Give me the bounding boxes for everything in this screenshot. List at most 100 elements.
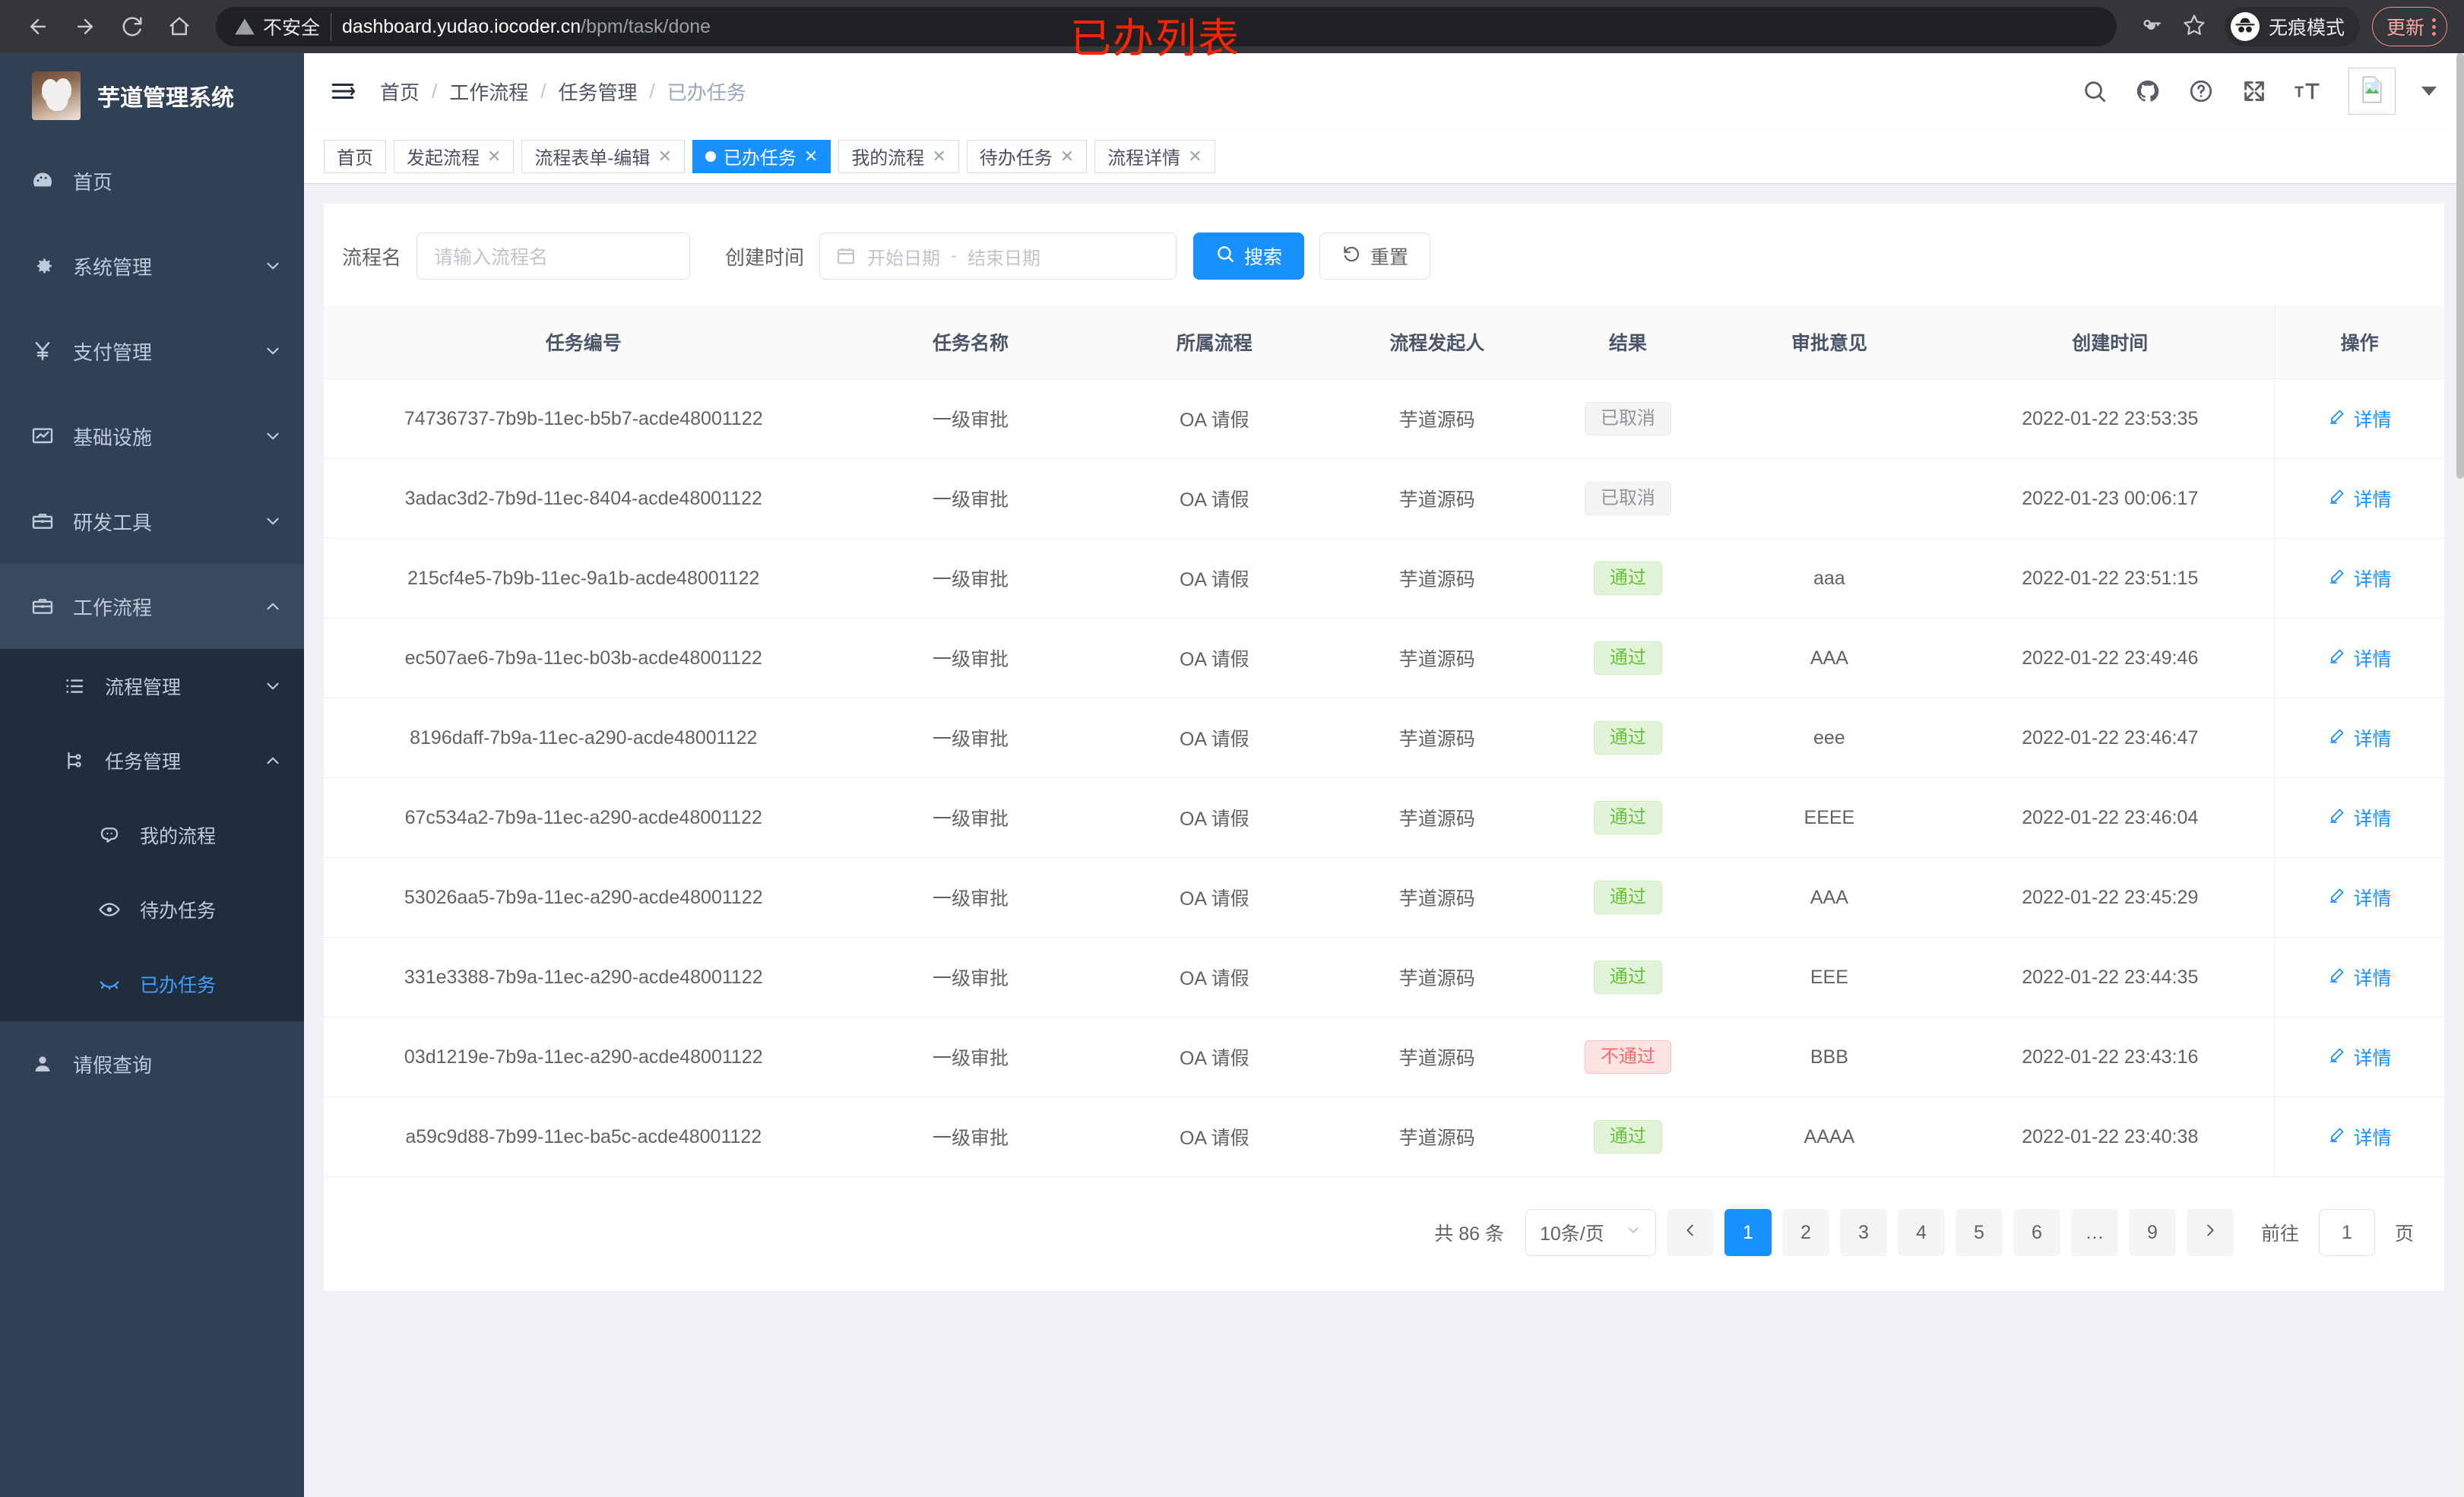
sidebar-item-devtools[interactable]: 研发工具 (0, 479, 304, 564)
detail-link[interactable]: 详情 (2328, 644, 2392, 672)
next-page-button[interactable] (2186, 1209, 2234, 1256)
tab-label: 已办任务 (723, 148, 797, 169)
question-circle-icon[interactable] (2184, 74, 2218, 108)
sidebar-item-home[interactable]: 首页 (0, 138, 304, 223)
tab-process-detail[interactable]: 流程详情 ✕ (1094, 139, 1215, 173)
detail-link[interactable]: 详情 (2328, 804, 2392, 831)
page-number-button[interactable]: 9 (2128, 1209, 2176, 1256)
breadcrumb-item-task-manage[interactable]: 任务管理 (558, 81, 638, 104)
sidebar-item-done-task[interactable]: 已办任务 (0, 947, 304, 1021)
cell-create-time: 2022-01-22 23:46:04 (1946, 777, 2275, 858)
tab-start-process[interactable]: 发起流程 ✕ (394, 139, 515, 173)
prev-page-button[interactable] (1666, 1209, 1714, 1256)
close-icon[interactable]: ✕ (1188, 146, 1202, 166)
github-icon[interactable] (2131, 74, 2165, 108)
page-number-button[interactable]: 4 (1897, 1209, 1945, 1256)
sidebar-item-infrastructure[interactable]: 基础设施 (0, 394, 304, 479)
close-icon[interactable]: ✕ (803, 146, 819, 166)
page-number-button[interactable]: 5 (1955, 1209, 2003, 1256)
sidebar-item-process-manage[interactable]: 流程管理 (0, 649, 304, 723)
sidebar-item-workflow[interactable]: 工作流程 (0, 564, 304, 649)
detail-link[interactable]: 详情 (2328, 1043, 2392, 1071)
broken-image-icon (2357, 74, 2387, 109)
page-number-button[interactable]: 6 (2013, 1209, 2060, 1256)
cell-process: OA 请假 (1097, 618, 1332, 698)
sidebar-item-payment[interactable]: 支付管理 (0, 309, 304, 394)
password-manager-button[interactable] (2132, 7, 2171, 46)
detail-link[interactable]: 详情 (2328, 405, 2392, 432)
sidebar-item-todo-task[interactable]: 待办任务 (0, 872, 304, 947)
chevron-right-icon (2202, 1222, 2219, 1244)
avatar[interactable] (2348, 68, 2396, 115)
detail-label: 详情 (2353, 729, 2392, 750)
forward-button[interactable] (64, 5, 106, 48)
sidebar-item-leave-query[interactable]: 请假查询 (0, 1021, 304, 1106)
hamburger-icon[interactable] (325, 74, 360, 109)
cell-starter: 芋道源码 (1331, 857, 1544, 938)
page-number-button[interactable]: 3 (1839, 1209, 1887, 1256)
tab-my-process[interactable]: 我的流程 ✕ (838, 139, 959, 173)
search-icon[interactable] (2078, 74, 2111, 108)
tab-done-task[interactable]: 已办任务 ✕ (692, 139, 831, 173)
edit-pencil-icon (2328, 1125, 2346, 1149)
col-comment: 审批意见 (1712, 305, 1946, 379)
url-path: /bpm/task/done (581, 15, 711, 37)
page-ellipsis-button[interactable]: … (2070, 1209, 2118, 1256)
page-number-button[interactable]: 1 (1724, 1209, 1772, 1256)
sidebar-item-my-process[interactable]: 我的流程 (0, 798, 304, 872)
cell-starter: 芋道源码 (1331, 378, 1544, 459)
detail-link[interactable]: 详情 (2328, 565, 2392, 592)
tab-process-form-edit[interactable]: 流程表单-编辑 ✕ (521, 139, 685, 173)
forward-arrow-icon (74, 15, 97, 38)
cell-operation: 详情 (2274, 857, 2444, 938)
home-button[interactable] (158, 5, 201, 48)
goto-page-input[interactable]: 1 (2318, 1209, 2375, 1256)
incognito-indicator[interactable]: 无痕模式 (2224, 7, 2360, 46)
process-name-input[interactable]: 请输入流程名 (416, 233, 691, 280)
chat-icon (90, 824, 129, 847)
close-icon[interactable]: ✕ (487, 146, 502, 166)
chevron-down-icon[interactable] (2421, 87, 2437, 96)
close-icon[interactable]: ✕ (657, 146, 672, 166)
tab-todo-task[interactable]: 待办任务 ✕ (966, 139, 1088, 173)
cell-create-time: 2022-01-22 23:45:29 (1946, 857, 2275, 938)
detail-link[interactable]: 详情 (2328, 724, 2392, 752)
cell-result: 通过 (1543, 698, 1713, 778)
create-time-range-picker[interactable]: 开始日期 - 结束日期 (819, 233, 1177, 280)
reset-button[interactable]: 重置 (1319, 233, 1431, 280)
breadcrumb-item-home[interactable]: 首页 (380, 81, 420, 104)
cell-create-time: 2022-01-22 23:44:35 (1946, 937, 2275, 1018)
cell-operation: 详情 (2274, 1097, 2444, 1177)
detail-link[interactable]: 详情 (2328, 964, 2392, 991)
status-badge: 通过 (1593, 721, 1662, 755)
page-size-select[interactable]: 10条/页 (1525, 1209, 1656, 1256)
close-icon[interactable]: ✕ (932, 146, 946, 166)
reload-button[interactable] (111, 5, 154, 48)
detail-link[interactable]: 详情 (2328, 485, 2392, 512)
cell-process: OA 请假 (1097, 378, 1332, 459)
sidebar-item-system[interactable]: 系统管理 (0, 223, 304, 309)
fullscreen-icon[interactable] (2238, 74, 2271, 108)
font-size-icon[interactable] (2291, 74, 2324, 108)
back-button[interactable] (17, 5, 59, 48)
cell-result: 通过 (1543, 618, 1713, 698)
scrollbar-thumb[interactable] (2456, 53, 2464, 479)
page-number-button[interactable]: 2 (1781, 1209, 1829, 1256)
content-area: 流程名 请输入流程名 创建时间 开始日期 - 结束日期 (304, 184, 2464, 1497)
kebab-menu-icon[interactable] (2432, 17, 2436, 36)
search-button[interactable]: 搜索 (1193, 233, 1305, 280)
sidebar-item-label: 请假查询 (73, 1053, 153, 1077)
tab-home[interactable]: 首页 (324, 139, 386, 173)
detail-link[interactable]: 详情 (2328, 884, 2392, 911)
page-number-list: 1 2 3 4 5 6… 9 (1724, 1209, 2176, 1256)
detail-link[interactable]: 详情 (2328, 1123, 2392, 1150)
address-bar[interactable]: 不安全 dashboard.yudao.iocoder.cn/bpm/task/… (216, 7, 2117, 46)
brand[interactable]: 芋道管理系统 (0, 53, 304, 138)
bookmark-button[interactable] (2174, 7, 2214, 46)
breadcrumb-item-workflow[interactable]: 工作流程 (449, 81, 529, 104)
cell-process: OA 请假 (1097, 1017, 1332, 1097)
update-button[interactable]: 更新 (2371, 7, 2447, 46)
close-icon[interactable]: ✕ (1059, 146, 1075, 166)
page-scrollbar[interactable] (2456, 53, 2464, 1497)
sidebar-item-task-manage[interactable]: 任务管理 (0, 723, 304, 798)
